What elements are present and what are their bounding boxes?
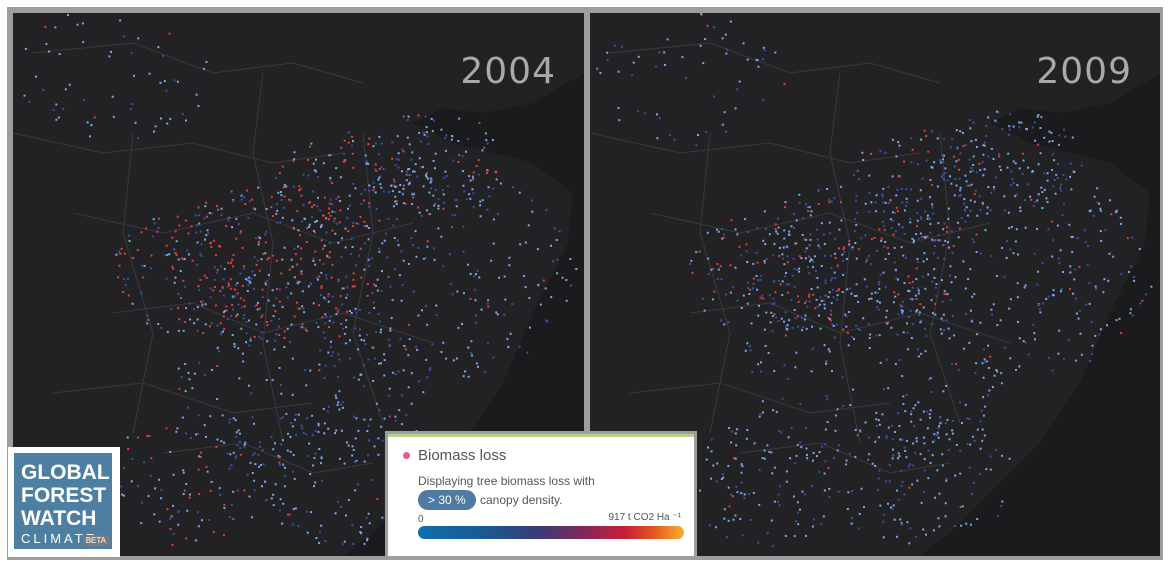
country-border <box>122 132 154 434</box>
logo-text-watch: WATCH <box>21 507 97 530</box>
legend-title: Biomass loss <box>418 447 507 464</box>
legend-description-suffix: canopy density. <box>480 493 563 507</box>
country-border <box>112 302 434 344</box>
year-label-left: 2004 <box>460 51 556 92</box>
biomass-legend: Biomass loss Displaying tree biomass los… <box>385 431 697 559</box>
country-border <box>609 42 941 84</box>
country-border <box>689 302 1011 344</box>
country-border <box>72 212 414 244</box>
legend-accent-bar <box>388 434 694 437</box>
logo-text-climate: CLIMATE <box>21 531 98 546</box>
loss-pixels <box>23 14 578 546</box>
land-mass <box>590 13 1160 556</box>
scale-max-label: 917 t CO2 Ha ⁻¹ <box>608 512 681 523</box>
canopy-threshold-button[interactable]: > 30 % <box>418 490 476 510</box>
map-canvas-right <box>590 13 1160 556</box>
country-border <box>13 132 344 164</box>
country-border <box>162 442 374 474</box>
land-mass <box>13 13 584 556</box>
logo-badge: GLOBAL FOREST WATCH CLIMATE BETA <box>14 453 112 549</box>
layer-color-dot-icon <box>403 452 410 459</box>
country-border <box>829 72 861 444</box>
country-border <box>252 72 284 444</box>
logo-text-forest: FOREST <box>21 484 107 507</box>
map-panel-right[interactable]: 2009 <box>590 13 1160 556</box>
gfw-climate-logo[interactable]: GLOBAL FOREST WATCH CLIMATE BETA <box>8 447 120 557</box>
country-border <box>699 132 731 434</box>
color-ramp <box>418 526 684 539</box>
loss-pixels <box>596 13 1153 548</box>
country-border <box>32 42 364 84</box>
country-border <box>739 442 951 474</box>
country-border <box>629 382 891 414</box>
country-border <box>52 382 314 414</box>
country-border <box>352 132 384 424</box>
year-label-right: 2009 <box>1036 51 1132 92</box>
map-canvas-left <box>13 13 584 556</box>
country-border <box>929 132 961 424</box>
scale-min-label: 0 <box>418 514 424 525</box>
country-border <box>649 212 991 244</box>
legend-description: Displaying tree biomass loss with <box>418 474 595 488</box>
beta-badge: BETA <box>82 535 109 546</box>
country-border <box>590 132 921 164</box>
logo-text-global: GLOBAL <box>21 461 110 484</box>
